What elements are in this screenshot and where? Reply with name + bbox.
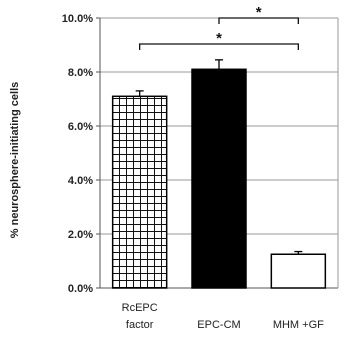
significance-marker: *: [256, 4, 262, 21]
y-tick-label: 10.0%: [62, 13, 93, 25]
bar: [111, 95, 168, 289]
significance-bracket: [218, 17, 299, 24]
bars: [111, 68, 327, 289]
significance-bracket: [139, 43, 299, 50]
y-tick-labels: 0.0% 2.0% 4.0% 6.0% 8.0% 10.0%: [62, 13, 93, 295]
category-label: MHM +GF: [273, 319, 324, 331]
bar: [270, 253, 327, 289]
y-tick-label: 4.0%: [68, 175, 93, 187]
significance-marker: *: [216, 30, 222, 47]
error-bars: [135, 59, 303, 255]
category-label: factor: [126, 319, 154, 331]
y-tick-label: 6.0%: [68, 121, 93, 133]
y-axis-title: % neurosphere-initiating cells: [9, 82, 21, 238]
category-label: EPC-CM: [197, 319, 240, 331]
category-label: RcEPC: [122, 302, 158, 314]
significance-brackets: **: [139, 4, 299, 50]
bar: [191, 68, 247, 289]
y-tick-label: 2.0%: [68, 229, 93, 241]
category-labels: RcEPC factor EPC-CM MHM +GF: [122, 302, 324, 331]
y-tick-label: 8.0%: [68, 67, 93, 79]
y-tick-label: 0.0%: [68, 283, 93, 295]
